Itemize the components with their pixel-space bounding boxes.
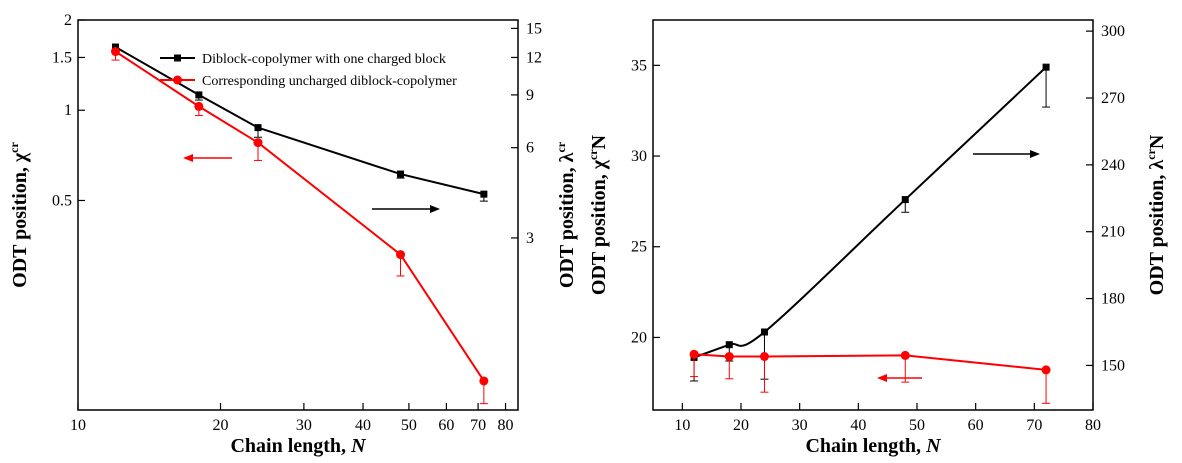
y-right-axis-title-sup: cr: [554, 141, 568, 152]
plot-frame: [652, 19, 1094, 411]
y-right-tick-label: 12: [526, 49, 542, 66]
axis-arrow-head: [183, 154, 193, 162]
x-axis-title-symbol: N: [350, 435, 367, 457]
data-point-circle: [689, 349, 699, 359]
data-point-square: [480, 190, 488, 198]
data-point-square: [254, 124, 262, 132]
y-right-tick-label: 9: [526, 87, 534, 104]
series-line: [114, 46, 485, 196]
y-left-tick-label: 1: [64, 102, 72, 119]
data-point-circle: [759, 352, 769, 362]
y-right-axis-title-text: ODT position, λ: [1146, 160, 1168, 296]
y-left-axis-title-text: ODT position, χ: [9, 152, 31, 288]
x-axis-title-symbol: N: [925, 435, 942, 457]
series-line: [693, 66, 1047, 359]
x-axis-title: Chain length, N: [805, 435, 942, 457]
series-line: [114, 50, 485, 382]
y-right-tick-label: 6: [526, 140, 534, 157]
y-left-axis-title-sup: cr: [7, 141, 21, 152]
legend-label: Diblock-copolymer with one charged block: [202, 52, 446, 67]
x-tick-label: 10: [70, 417, 86, 434]
data-point-square: [901, 196, 909, 204]
y-left-tick-label: 35: [631, 57, 647, 74]
y-left-axis-title-text: ODT position, χ: [588, 159, 610, 295]
data-point-circle: [900, 350, 910, 360]
y-left-tick-label: 25: [631, 239, 647, 256]
y-right-axis-title: ODT position, λcrN: [1144, 134, 1168, 295]
legend-label: Corresponding uncharged diblock-copolyme…: [202, 74, 457, 89]
data-point-circle: [1041, 365, 1051, 375]
x-tick-label: 10: [674, 417, 690, 434]
axis-arrow-head: [877, 374, 887, 382]
x-tick-label: 20: [733, 417, 749, 434]
x-tick-label: 60: [968, 417, 984, 434]
y-right-tick-label: 240: [1101, 157, 1125, 174]
y-right-axis-title-text: ODT position, λ: [556, 152, 578, 288]
x-tick-label: 80: [1085, 417, 1101, 434]
x-tick-label: 50: [909, 417, 925, 434]
plot-frame: [77, 19, 519, 411]
x-tick-label: 30: [296, 417, 312, 434]
y-left-tick-label: 30: [631, 148, 647, 165]
y-right-tick-label: 150: [1101, 357, 1125, 374]
x-tick-label: 30: [792, 417, 808, 434]
x-tick-label: 60: [438, 417, 454, 434]
data-point-circle: [110, 47, 120, 57]
axis-arrow-head: [430, 205, 440, 213]
right-panel: 10 20 30 40 50 60 70 80 20 25 30 35 150 180 210 240 270 3…: [586, 19, 1168, 457]
x-tick-label: 40: [355, 417, 371, 434]
legend-marker-circle: [173, 75, 182, 85]
y-left-tick-label: 2: [64, 12, 72, 29]
legend-marker-square: [174, 54, 181, 62]
legend: Diblock-copolymer with one charged block…: [160, 52, 457, 89]
x-axis-title-text: Chain length,: [805, 435, 926, 457]
data-point-square: [725, 341, 733, 349]
series-line: [694, 353, 1047, 371]
y-left-tick-label: 0.5: [52, 192, 72, 209]
data-point-square: [1042, 63, 1050, 71]
y-right-tick-label: 3: [526, 230, 534, 247]
y-right-tick-label: 15: [526, 20, 542, 37]
x-tick-label: 70: [1026, 417, 1042, 434]
y-right-axis-title-sup: cr: [1144, 148, 1158, 159]
y-left-axis-title: ODT position, χcrN: [586, 134, 610, 295]
y-right-axis-title-suffix: N: [1146, 134, 1168, 149]
x-axis-title: Chain length, N: [230, 435, 367, 457]
y-right-axis-title: ODT position, λcr: [554, 141, 578, 288]
data-point-circle: [396, 250, 406, 260]
y-right-tick-label: 270: [1101, 90, 1125, 107]
y-left-axis-title: ODT position, χcr: [7, 141, 31, 287]
y-left-tick-label: 20: [631, 329, 647, 346]
x-tick-label: 80: [498, 417, 514, 434]
y-right-tick-label: 210: [1101, 224, 1125, 241]
x-tick-label: 50: [401, 417, 417, 434]
y-left-tick-label: 1.5: [52, 49, 72, 66]
axis-arrow-head: [1030, 150, 1040, 158]
y-left-axis-title-sup: cr: [586, 149, 600, 160]
x-tick-label: 70: [470, 417, 486, 434]
data-point-circle: [479, 376, 489, 386]
data-point-circle: [194, 101, 204, 111]
x-tick-label: 40: [850, 417, 866, 434]
left-panel: 10 20 30 40 50 60 70 80 0.5 1 1.5 2 3 6 9 12 15 Chain len…: [7, 12, 578, 457]
data-point-square: [397, 170, 405, 178]
data-point-square: [195, 91, 203, 99]
y-left-axis-title-suffix: N: [588, 134, 610, 149]
data-point-square: [760, 328, 768, 336]
y-right-tick-label: 180: [1101, 291, 1125, 308]
data-point-circle: [253, 138, 263, 148]
x-tick-label: 20: [213, 417, 229, 434]
x-axis-title-text: Chain length,: [230, 435, 351, 457]
data-point-circle: [724, 352, 734, 362]
y-right-tick-label: 300: [1101, 23, 1125, 40]
